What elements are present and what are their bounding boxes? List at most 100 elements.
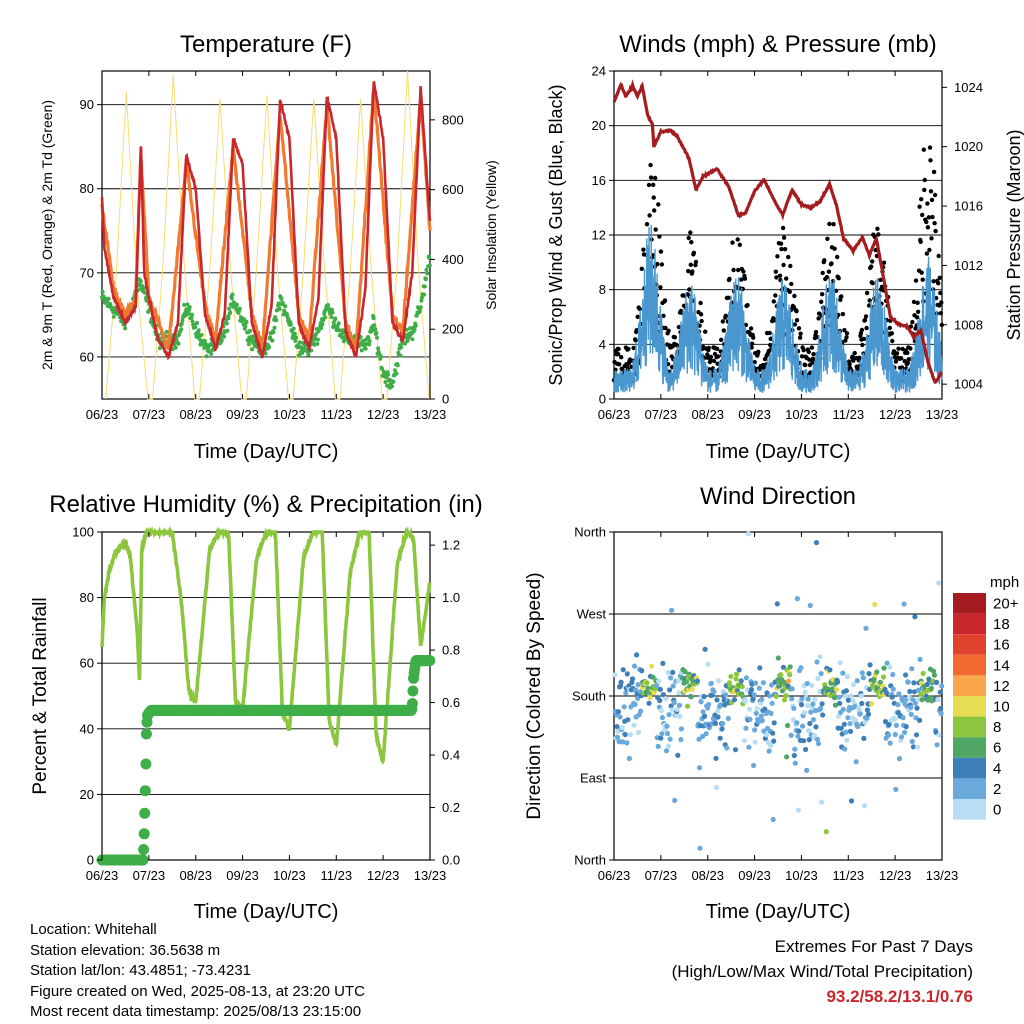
gust-point (924, 251, 930, 256)
wind-direction-point (713, 755, 719, 762)
humidity-y2-tick-label: 0.2 (442, 800, 460, 815)
wind-direction-point (813, 724, 819, 730)
dewpoint-point (394, 371, 399, 376)
wind-direction-point (771, 720, 777, 726)
wind-direction-point (659, 715, 666, 721)
dewpoint-point (314, 331, 319, 336)
gust-point (773, 293, 778, 298)
winds-x-tick-label: 13/23 (926, 407, 959, 422)
precipitation-point (137, 854, 149, 866)
dewpoint-point (202, 338, 207, 343)
gust-point (931, 279, 936, 284)
info-recent: Most recent data timestamp: 2025/08/13 2… (30, 1003, 362, 1020)
gust-point (869, 264, 874, 269)
wind-direction-point (757, 665, 763, 671)
wind-direction-point (851, 681, 857, 688)
wind-direction-point (804, 767, 810, 774)
direction-y-tick-label: South (572, 689, 606, 704)
dewpoint-point (226, 316, 231, 321)
gust-point (915, 309, 921, 314)
humidity-y-tick-label: 40 (80, 721, 94, 736)
dewpoint-point (336, 321, 341, 326)
gust-point (688, 230, 693, 235)
wind-direction-point (663, 696, 669, 702)
speed-legend-label: 20+ (993, 596, 1019, 613)
winds-y-tick-label: 12 (592, 228, 606, 243)
wind-direction-point (934, 679, 940, 686)
dewpoint-point (190, 319, 195, 324)
wind-direction-point (808, 709, 814, 715)
wind-direction-point (648, 663, 655, 669)
dewpoint-point (193, 325, 198, 329)
humidity-panel: Relative Humidity (%) & Precipitation (i… (30, 491, 483, 923)
dewpoint-point (376, 346, 381, 351)
wind-direction-point (939, 683, 945, 689)
dewpoint-point (329, 315, 334, 320)
wind-direction-point (700, 733, 706, 740)
gust-point (850, 354, 855, 359)
gust-point (617, 362, 622, 367)
wind-direction-point (866, 671, 872, 677)
wind-direction-point (753, 680, 759, 686)
wind-direction-point (778, 672, 784, 678)
wind-direction-point (748, 687, 755, 693)
wind-direction-point (700, 709, 706, 715)
dewpoint-point (196, 328, 201, 333)
speed-legend-swatch (953, 634, 986, 655)
wind-direction-point (792, 746, 798, 752)
wind-direction-point (615, 709, 622, 715)
humidity-x-axis-title: Time (Day/UTC) (194, 901, 339, 923)
wind-direction-point (896, 691, 902, 697)
wind-direction-point (736, 667, 742, 673)
wind-direction-point (877, 679, 884, 685)
speed-legend-label: 4 (993, 760, 1001, 777)
direction-x-axis-title: Time (Day/UTC) (706, 901, 851, 923)
wind-direction-point (905, 679, 911, 685)
gust-point (799, 354, 805, 359)
wind-direction-point (837, 700, 843, 707)
wind-direction-point (635, 695, 641, 702)
dewpoint-point (142, 286, 147, 290)
gust-point (889, 331, 894, 336)
wind-direction-point (676, 690, 682, 696)
wind-direction-point (768, 742, 774, 749)
wind-direction-point (913, 732, 920, 738)
gust-point (666, 328, 671, 333)
wind-direction-point (644, 680, 650, 686)
speed-legend-label: 16 (993, 637, 1010, 654)
wind-direction-point (843, 729, 849, 735)
wind-direction-point (861, 735, 867, 742)
gust-point (723, 313, 728, 318)
wind-direction-point (829, 686, 836, 692)
dewpoint-point (393, 368, 397, 373)
speed-legend-label: 10 (993, 699, 1010, 716)
wind-direction-point (791, 705, 797, 712)
gust-point (662, 298, 668, 303)
dewpoint-point (180, 318, 185, 323)
winds-x-tick-label: 11/23 (832, 407, 864, 422)
wind-direction-point (672, 797, 678, 804)
wind-direction-point (665, 743, 672, 749)
gust-point (792, 293, 797, 299)
wind-direction-point (659, 731, 665, 737)
gust-point (698, 312, 704, 317)
dewpoint-point (337, 328, 342, 333)
wind-direction-point (666, 712, 672, 718)
wind-direction-point (682, 669, 688, 675)
gust-point (778, 241, 784, 246)
wind-direction-point (620, 667, 626, 673)
dewpoint-point (320, 322, 325, 327)
gust-point (644, 222, 650, 227)
dewpoint-point (185, 302, 190, 307)
wind-direction-point (924, 681, 930, 688)
wind-direction-point (887, 740, 893, 746)
gust-point (781, 235, 787, 240)
gust-point (703, 329, 708, 334)
gust-point (920, 212, 925, 218)
wind-direction-point (787, 664, 793, 670)
dewpoint-point (423, 277, 428, 282)
precipitation-point (140, 728, 152, 740)
gust-point (626, 346, 631, 352)
wind-direction-point (813, 540, 820, 546)
gust-point (847, 362, 852, 367)
